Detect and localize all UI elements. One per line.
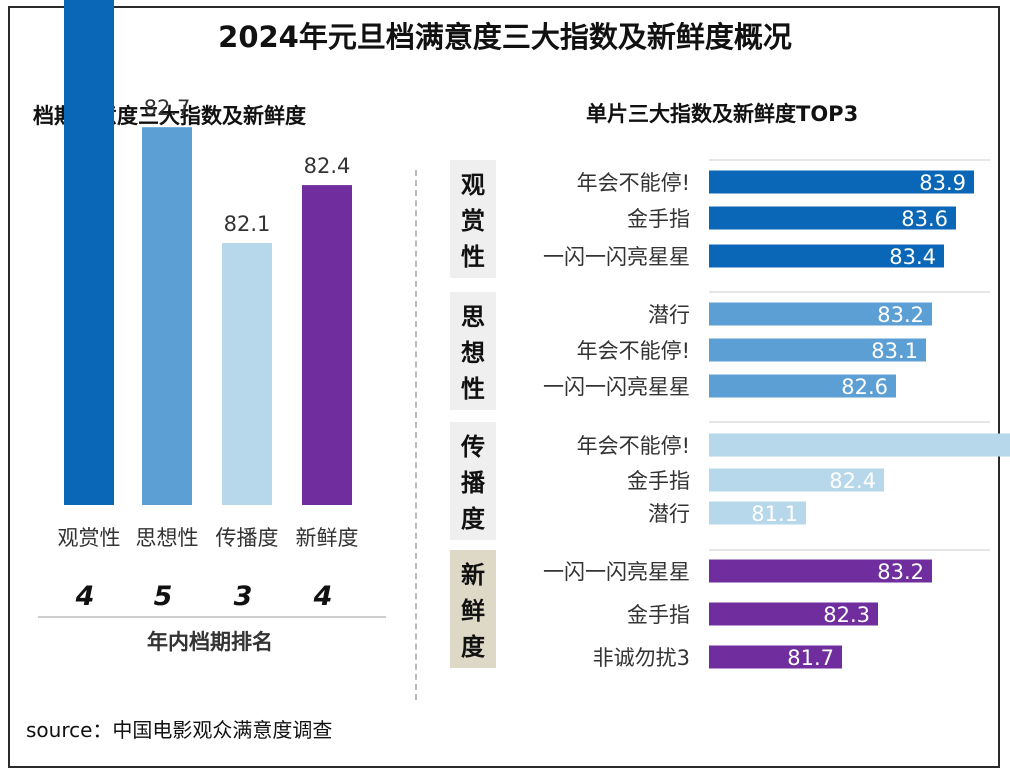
hbar (709, 645, 842, 669)
hbar (709, 501, 806, 525)
hbar-value-label: 83.2 (877, 303, 924, 327)
rank-label: 年内档期排名 (147, 630, 273, 654)
group-label-char: 传 (460, 433, 485, 461)
film-name-label: 潜行 (648, 303, 690, 327)
hbar-value-label: 83.1 (871, 339, 918, 363)
group-label-box (450, 550, 496, 668)
group-label-char: 新 (461, 561, 485, 589)
group-label-char: 度 (461, 633, 486, 661)
hbar (709, 170, 974, 194)
bar-value-label: 82.7 (144, 96, 191, 120)
category-label: 新鲜度 (296, 526, 359, 550)
source-note: source：中国电影观众满意度调查 (26, 718, 333, 742)
group-label-char: 观 (461, 171, 485, 199)
group-label-box (450, 422, 496, 540)
film-name-label: 非诚勿扰3 (593, 646, 690, 670)
rank-value: 3 (234, 581, 253, 612)
hbar-value-label: 83.9 (919, 171, 966, 195)
hbar (709, 433, 1010, 457)
film-name-label: 年会不能停! (577, 171, 690, 195)
bar-4 (302, 185, 352, 505)
group-label-box (450, 160, 496, 278)
hbar (709, 559, 932, 583)
hbar (709, 468, 884, 492)
group-label-char: 性 (461, 243, 485, 271)
group-label-char: 播 (461, 469, 486, 497)
film-name-label: 一闪一闪亮星星 (543, 560, 690, 584)
category-label: 思想性 (136, 526, 199, 550)
rank-value: 4 (75, 581, 95, 612)
hbar-value-label: 83.4 (889, 245, 936, 269)
rank-value: 5 (154, 581, 173, 612)
hbar-value-label: 82.3 (823, 603, 870, 627)
group-label-box (450, 292, 496, 410)
rank-value: 4 (313, 581, 333, 612)
group-label-char: 鲜 (461, 597, 485, 625)
hbar-value-label: 82.6 (841, 375, 888, 399)
film-name-label: 一闪一闪亮星星 (543, 375, 690, 399)
film-name-label: 金手指 (627, 207, 690, 231)
group-label-char: 度 (461, 505, 486, 533)
film-name-label: 年会不能停! (577, 339, 690, 363)
category-label: 观赏性 (58, 526, 121, 550)
hbar (709, 206, 956, 230)
group-label-char: 赏 (461, 207, 485, 235)
film-name-label: 潜行 (648, 502, 690, 526)
bar-3 (222, 243, 272, 505)
hbar-value-label: 81.7 (787, 646, 834, 670)
bar-2 (142, 127, 192, 505)
film-name-label: 金手指 (627, 603, 690, 627)
hbar-value-label: 82.4 (829, 469, 876, 493)
group-label-char: 思 (461, 303, 485, 331)
category-label: 传播度 (216, 526, 279, 550)
bar-value-label: 82.4 (304, 154, 351, 178)
right-panel-title: 单片三大指数及新鲜度TOP3 (586, 102, 859, 126)
page-title: 2024年元旦档满意度三大指数及新鲜度概况 (218, 20, 792, 54)
hbar-value-label: 81.1 (751, 502, 798, 526)
hbar (709, 244, 944, 268)
group-label-char: 想 (461, 339, 485, 367)
hbar (709, 602, 878, 626)
bar-1 (64, 0, 114, 506)
bar-value-label: 82.1 (224, 212, 271, 236)
film-name-label: 一闪一闪亮星星 (543, 245, 690, 269)
hbar-value-label: 83.2 (877, 560, 924, 584)
film-name-label: 年会不能停! (577, 434, 690, 458)
hbar (709, 302, 932, 326)
hbar (709, 338, 926, 362)
hbar (709, 374, 896, 398)
rank-divider (38, 616, 386, 618)
panel-divider (415, 170, 417, 700)
hbar-value-label: 83.6 (901, 207, 948, 231)
film-name-label: 金手指 (627, 469, 690, 493)
group-label-char: 性 (461, 375, 485, 403)
